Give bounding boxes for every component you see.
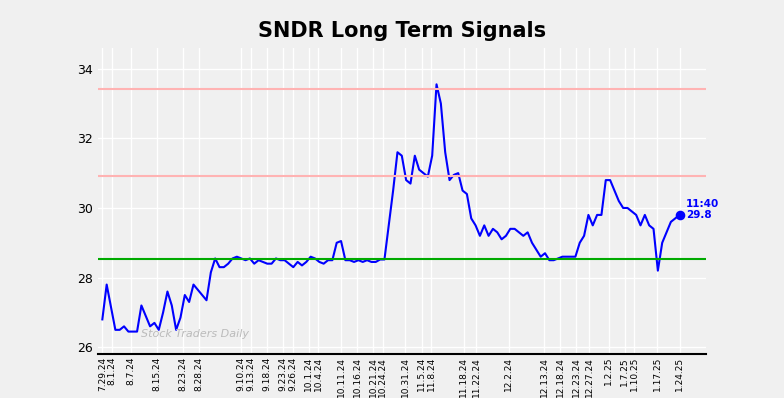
Point — [673, 212, 686, 218]
Text: Stock Traders Daily: Stock Traders Daily — [140, 329, 249, 339]
Title: SNDR Long Term Signals: SNDR Long Term Signals — [258, 21, 546, 41]
Text: 11:40
29.8: 11:40 29.8 — [686, 199, 720, 220]
